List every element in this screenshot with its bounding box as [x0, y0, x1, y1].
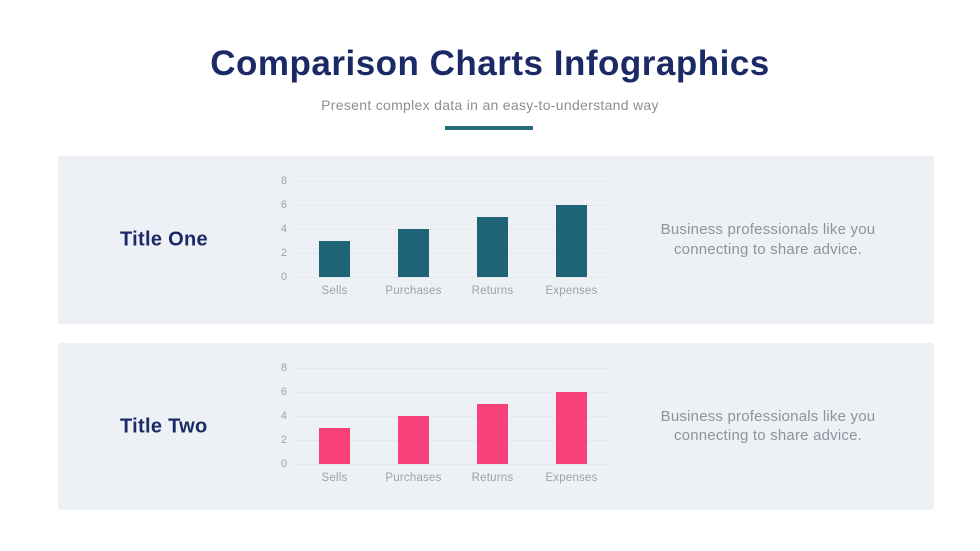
bar-returns [477, 217, 508, 277]
accent-divider [445, 126, 533, 130]
gridline [295, 181, 611, 182]
y-tick-label: 4 [280, 410, 287, 422]
y-tick-label: 8 [280, 362, 287, 374]
bar-expenses [556, 205, 587, 277]
gridline [295, 205, 611, 206]
bar-sells [319, 241, 350, 277]
gridline [295, 368, 611, 369]
category-label: Sells [321, 472, 348, 484]
y-tick-label: 6 [280, 386, 287, 398]
category-label: Returns [471, 285, 514, 297]
y-tick-label: 6 [280, 199, 287, 211]
y-tick-label: 2 [280, 434, 287, 446]
gridline [295, 392, 611, 393]
panel-title-one: Title One 0 2 4 6 8 Sells Purchases Returns Expe… [58, 156, 934, 324]
panel-two-title: Title Two [120, 415, 208, 437]
category-label: Expenses [545, 472, 598, 484]
y-tick-label: 4 [280, 223, 287, 235]
panel-two-description: Business professionals like you connecti… [660, 407, 876, 445]
panel-one-title: Title One [120, 228, 208, 251]
bar-purchases [398, 229, 429, 277]
y-tick-label: 0 [280, 271, 287, 283]
y-tick-label: 2 [280, 247, 287, 259]
y-tick-label: 8 [280, 175, 287, 187]
panel-title-two: Title Two 0 2 4 6 8 Sells Purchases Returns Expe… [58, 343, 934, 510]
bar-returns [477, 404, 508, 464]
y-tick-label: 0 [280, 458, 287, 470]
page-subtitle: Present complex data in an easy-to-under… [321, 97, 659, 113]
page-title: Comparison Charts Infographics [210, 44, 770, 83]
gridline [295, 229, 611, 230]
category-label: Sells [321, 285, 348, 297]
bar-expenses [556, 392, 587, 464]
category-label: Purchases [385, 285, 442, 297]
panel-one-description: Business professionals like you connecti… [660, 221, 876, 258]
bar-purchases [398, 416, 429, 464]
category-label: Expenses [545, 285, 598, 297]
gridline [295, 253, 611, 254]
bar-chart-two: 0 2 4 6 8 Sells Purchases Returns Expenses [281, 362, 611, 484]
category-label: Returns [471, 472, 514, 484]
gridline [295, 416, 611, 417]
gridline [295, 464, 611, 465]
gridline [295, 277, 611, 278]
bar-sells [319, 428, 350, 464]
bar-chart-one: 0 2 4 6 8 Sells Purchases Returns Expenses [281, 175, 611, 297]
gridline [295, 440, 611, 441]
category-label: Purchases [385, 472, 442, 484]
